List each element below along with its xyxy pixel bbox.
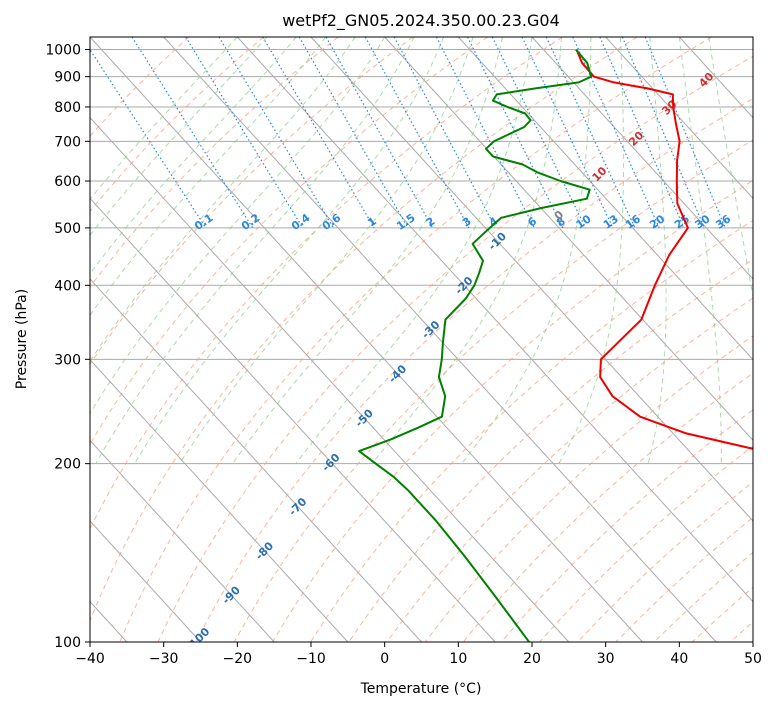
isotherm-line <box>90 116 570 642</box>
x-axis-title: Temperature (°C) <box>360 681 482 697</box>
x-tick-label: −40 <box>75 651 105 667</box>
mixing-ratio-line <box>521 37 614 229</box>
moist-adiabat-line <box>232 37 503 464</box>
chart-title: wetPf2_GN05.2024.350.00.23.G04 <box>282 11 560 31</box>
y-axis-ticks: 100 200 300 400 500 600 700 800 900 1000 <box>45 43 90 651</box>
mixing-ratio-line <box>572 37 660 229</box>
moist-adiabat-line <box>90 37 268 237</box>
x-axis-ticks: −40 −30 −20 −10 0 10 20 30 40 50 <box>75 642 762 667</box>
moist-adiabat-line <box>647 37 667 464</box>
isotherm-line <box>752 37 753 38</box>
dry-adiabat-line <box>348 258 753 642</box>
isotherm-line <box>236 37 753 603</box>
mixing-ratio-line <box>621 37 706 229</box>
mixing-ratio-line <box>364 37 470 229</box>
isotherm-line <box>457 37 753 361</box>
moist-adiabat-line <box>295 37 533 465</box>
dry-adiabat-line <box>272 179 753 642</box>
isotherm-line <box>163 37 717 642</box>
temperature-profile-line <box>575 49 753 450</box>
plot-frame <box>89 36 754 643</box>
x-tick-label: −20 <box>223 651 253 667</box>
dry-adiabat-line <box>90 37 414 366</box>
moist-adiabat-line <box>90 37 327 317</box>
profile-lines <box>358 48 753 642</box>
isotherm-line <box>90 520 201 642</box>
dry-adiabat-line <box>233 139 753 642</box>
dry-adiabat-line <box>769 37 775 642</box>
y-tick-label: 500 <box>54 221 81 237</box>
isotherm-line <box>90 37 643 642</box>
x-tick-label: 0 <box>380 651 389 667</box>
moist-adiabat-line <box>678 37 722 464</box>
mixing-ratio-line <box>298 37 409 229</box>
isotherm-line <box>310 37 753 522</box>
mixing-ratio-line <box>491 37 587 229</box>
isotherm-line <box>531 37 753 280</box>
x-tick-label: 10 <box>449 651 467 667</box>
x-tick-label: 50 <box>744 651 762 667</box>
dewpoint-profile-line <box>358 48 593 642</box>
x-tick-label: −30 <box>149 651 179 667</box>
dry-adiabat-line <box>195 97 753 642</box>
moist-adiabat-line <box>371 37 562 465</box>
isotherm-line <box>90 197 496 642</box>
mixing-ratio-line <box>325 37 434 229</box>
mixing-ratio-line <box>393 37 497 229</box>
x-tick-label: −10 <box>296 651 326 667</box>
moist-adiabat-line <box>90 37 297 275</box>
x-tick-label: 30 <box>597 651 615 667</box>
y-tick-label: 200 <box>54 457 81 473</box>
mixing-ratio-line <box>131 37 254 229</box>
dry-adiabat-line <box>157 55 753 642</box>
isotherm-line <box>384 37 753 442</box>
plot-background <box>90 37 753 642</box>
moist-adiabat-line <box>708 37 753 300</box>
y-tick-label: 100 <box>54 635 81 651</box>
mixing-ratio-line <box>599 37 685 229</box>
y-tick-label: 300 <box>54 352 81 368</box>
y-tick-label: 400 <box>54 278 81 294</box>
y-axis-title: Pressure (hPa) <box>14 289 30 389</box>
moist-adiabat-line <box>558 37 625 464</box>
moist-adiabat-line <box>90 37 356 363</box>
background-lines <box>90 37 775 642</box>
dry-adiabat-line <box>90 37 488 446</box>
mixing-ratio-line <box>545 37 636 229</box>
y-tick-label: 900 <box>54 70 81 86</box>
moist-adiabat-line <box>179 37 474 464</box>
mixing-ratio-line <box>185 37 304 229</box>
mixing-ratio-line <box>218 37 335 229</box>
mixing-ratio-line <box>262 37 375 229</box>
dry-adiabat-line <box>462 372 753 642</box>
isotherm-line <box>90 278 422 642</box>
y-tick-label: 600 <box>54 174 81 190</box>
moist-adiabat-line <box>90 37 238 200</box>
y-tick-label: 800 <box>54 100 81 116</box>
dry-adiabat-line <box>386 297 753 642</box>
dry-adiabat-line <box>90 37 264 213</box>
x-tick-label: 20 <box>523 651 541 667</box>
isotherm-line <box>605 37 753 200</box>
moist-adiabat-line <box>134 37 445 464</box>
y-tick-label: 700 <box>54 134 81 150</box>
moist-adiabat-line <box>95 37 415 464</box>
moist-adiabat-line <box>90 37 386 415</box>
isotherm-line <box>90 439 275 642</box>
y-tick-label: 1000 <box>45 43 81 59</box>
x-tick-label: 40 <box>670 651 688 667</box>
dry-adiabat-line <box>90 37 563 530</box>
mixing-ratio-line <box>644 37 726 229</box>
isotherm-line <box>90 358 349 642</box>
